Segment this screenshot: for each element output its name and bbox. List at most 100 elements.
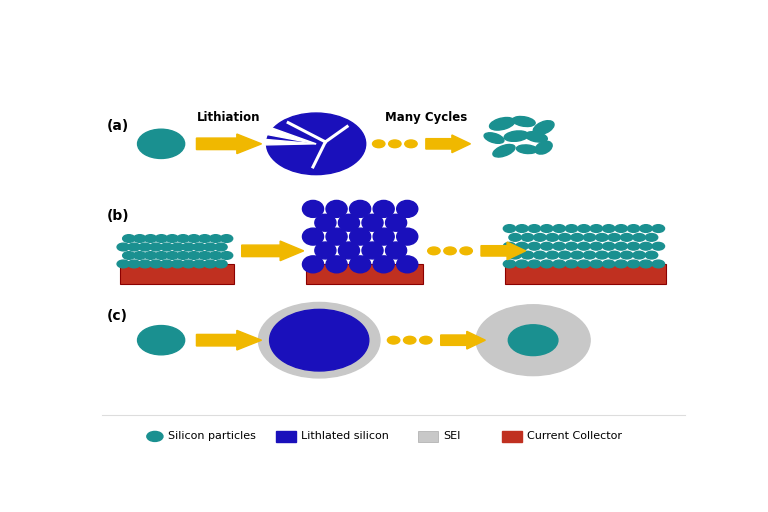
Circle shape — [128, 260, 141, 268]
Circle shape — [150, 243, 162, 251]
Circle shape — [387, 336, 400, 344]
Circle shape — [521, 251, 534, 259]
Circle shape — [128, 243, 141, 251]
Circle shape — [571, 251, 584, 259]
Circle shape — [187, 251, 200, 260]
Ellipse shape — [349, 228, 371, 245]
Circle shape — [615, 225, 627, 232]
Circle shape — [565, 260, 578, 268]
Ellipse shape — [339, 242, 359, 259]
Text: Current Collector: Current Collector — [527, 432, 622, 441]
Circle shape — [608, 251, 621, 259]
Circle shape — [259, 303, 380, 378]
Ellipse shape — [489, 118, 515, 130]
Circle shape — [134, 234, 146, 242]
Circle shape — [199, 234, 211, 242]
Bar — [505, 264, 667, 284]
Text: Lithlated silicon: Lithlated silicon — [300, 432, 389, 441]
Circle shape — [166, 234, 178, 242]
Circle shape — [220, 251, 233, 260]
Circle shape — [521, 233, 534, 241]
Ellipse shape — [349, 200, 371, 218]
Circle shape — [476, 305, 590, 376]
Circle shape — [541, 242, 553, 250]
Circle shape — [270, 309, 369, 371]
Circle shape — [640, 260, 652, 268]
Circle shape — [571, 233, 584, 241]
Circle shape — [578, 260, 590, 268]
Circle shape — [177, 234, 189, 242]
Circle shape — [553, 225, 565, 232]
Circle shape — [389, 140, 401, 147]
Circle shape — [615, 260, 627, 268]
Ellipse shape — [315, 242, 336, 259]
Circle shape — [652, 225, 664, 232]
FancyArrow shape — [481, 242, 525, 260]
Ellipse shape — [303, 228, 323, 245]
Circle shape — [444, 247, 456, 254]
FancyArrow shape — [441, 331, 485, 349]
Ellipse shape — [386, 215, 406, 231]
Circle shape — [428, 247, 440, 254]
Ellipse shape — [362, 215, 383, 231]
Bar — [502, 431, 522, 442]
Ellipse shape — [326, 228, 347, 245]
Circle shape — [603, 225, 615, 232]
Ellipse shape — [505, 131, 528, 141]
Circle shape — [137, 326, 184, 355]
Circle shape — [584, 251, 596, 259]
Bar — [419, 431, 439, 442]
Circle shape — [596, 233, 608, 241]
Circle shape — [553, 260, 565, 268]
FancyArrow shape — [197, 330, 262, 350]
Circle shape — [150, 260, 162, 268]
Circle shape — [166, 251, 178, 260]
Circle shape — [633, 251, 645, 259]
Ellipse shape — [397, 256, 418, 273]
Circle shape — [171, 260, 184, 268]
Circle shape — [509, 251, 521, 259]
Circle shape — [204, 260, 217, 268]
Ellipse shape — [303, 256, 323, 273]
Circle shape — [584, 233, 596, 241]
Circle shape — [161, 260, 173, 268]
Circle shape — [187, 234, 200, 242]
Text: Many Cycles: Many Cycles — [385, 111, 467, 124]
Circle shape — [640, 225, 652, 232]
Circle shape — [640, 242, 652, 250]
Circle shape — [210, 251, 222, 260]
Circle shape — [220, 234, 233, 242]
Circle shape — [627, 242, 640, 250]
Circle shape — [199, 251, 211, 260]
Ellipse shape — [373, 200, 394, 218]
Circle shape — [403, 336, 416, 344]
Circle shape — [621, 233, 633, 241]
Circle shape — [565, 242, 578, 250]
Circle shape — [171, 243, 184, 251]
Circle shape — [608, 233, 621, 241]
Circle shape — [161, 243, 173, 251]
Circle shape — [516, 242, 528, 250]
Circle shape — [633, 233, 645, 241]
Circle shape — [603, 260, 615, 268]
Ellipse shape — [315, 215, 336, 231]
Ellipse shape — [362, 242, 383, 259]
Circle shape — [266, 113, 366, 175]
Bar — [306, 264, 423, 284]
Circle shape — [553, 242, 565, 250]
Ellipse shape — [397, 200, 418, 218]
Circle shape — [419, 336, 432, 344]
Circle shape — [516, 225, 528, 232]
Circle shape — [460, 247, 472, 254]
Ellipse shape — [303, 200, 323, 218]
Circle shape — [193, 243, 205, 251]
Ellipse shape — [525, 132, 548, 142]
Ellipse shape — [535, 141, 552, 154]
Ellipse shape — [373, 256, 394, 273]
Circle shape — [565, 225, 578, 232]
Circle shape — [155, 234, 167, 242]
Circle shape — [596, 251, 608, 259]
Circle shape — [590, 225, 603, 232]
Text: Lithiation: Lithiation — [197, 111, 260, 124]
Ellipse shape — [349, 256, 371, 273]
